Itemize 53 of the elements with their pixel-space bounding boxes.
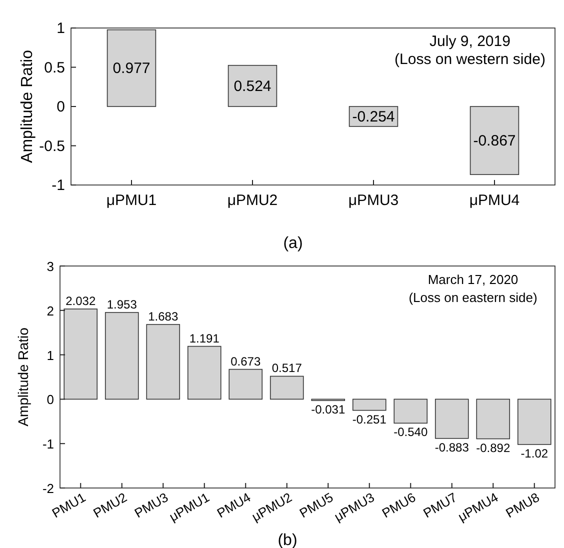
data-label: -0.254 (352, 108, 395, 126)
bar (352, 398, 386, 411)
y-tick-label: 1 (56, 20, 65, 37)
annotation: July 9, 2019 (430, 33, 510, 50)
y-tick-label: -0.5 (39, 138, 65, 155)
bar (517, 398, 552, 445)
data-label: 0.673 (230, 354, 261, 368)
data-label: 0.524 (234, 78, 272, 95)
x-tick-label: μPMU2 (227, 192, 278, 209)
annotation: March 17, 2020 (428, 272, 518, 287)
y-tick-label: 0 (46, 392, 54, 408)
text: (a) (283, 235, 303, 252)
y-tick-label: 1 (46, 348, 54, 363)
y-axis-title: Amplitude Ratio (15, 327, 31, 426)
bar (187, 346, 222, 400)
bar (106, 29, 156, 107)
y-tick-label: 3 (46, 259, 54, 274)
annotation: (Loss on western side) (394, 51, 546, 68)
data-label: 0.977 (112, 60, 150, 78)
x-tick-label: μPMU3 (348, 192, 399, 209)
annotation: (Loss on eastern side) (408, 290, 538, 305)
data-label: -0.540 (394, 425, 428, 440)
bar (228, 64, 278, 107)
bar (228, 368, 263, 400)
bar (146, 324, 180, 400)
x-tick-label: μPMU4 (469, 192, 520, 209)
bar (104, 312, 139, 400)
bar (64, 308, 98, 400)
data-label: 0.517 (272, 361, 302, 376)
data-label: -0.031 (311, 402, 346, 417)
data-label: 1.191 (189, 331, 220, 346)
y-tick-label: 0.5 (44, 59, 65, 76)
bar (476, 398, 510, 440)
bar (270, 376, 304, 400)
y-tick-label: -1 (42, 436, 54, 452)
text: (b) (278, 532, 298, 548)
data-label: 1.953 (106, 297, 138, 312)
data-label: -0.892 (476, 440, 510, 455)
y-tick-label: 2 (46, 303, 54, 318)
bar (470, 106, 520, 175)
bar (394, 398, 428, 424)
data-label: -0.251 (352, 412, 387, 426)
data-label: -1.02 (520, 446, 548, 460)
y-axis-title: Amplitude Ratio (19, 50, 36, 163)
data-label: 1.683 (148, 309, 178, 324)
data-label: -0.867 (473, 132, 516, 150)
y-tick-label: -1 (52, 177, 65, 194)
bar (434, 398, 469, 439)
data-label: -0.883 (434, 440, 470, 454)
y-tick-label: -2 (42, 481, 54, 496)
x-tick-label: μPMU1 (106, 192, 157, 209)
y-tick-label: 0 (56, 98, 65, 116)
data-label: 2.032 (66, 294, 96, 308)
